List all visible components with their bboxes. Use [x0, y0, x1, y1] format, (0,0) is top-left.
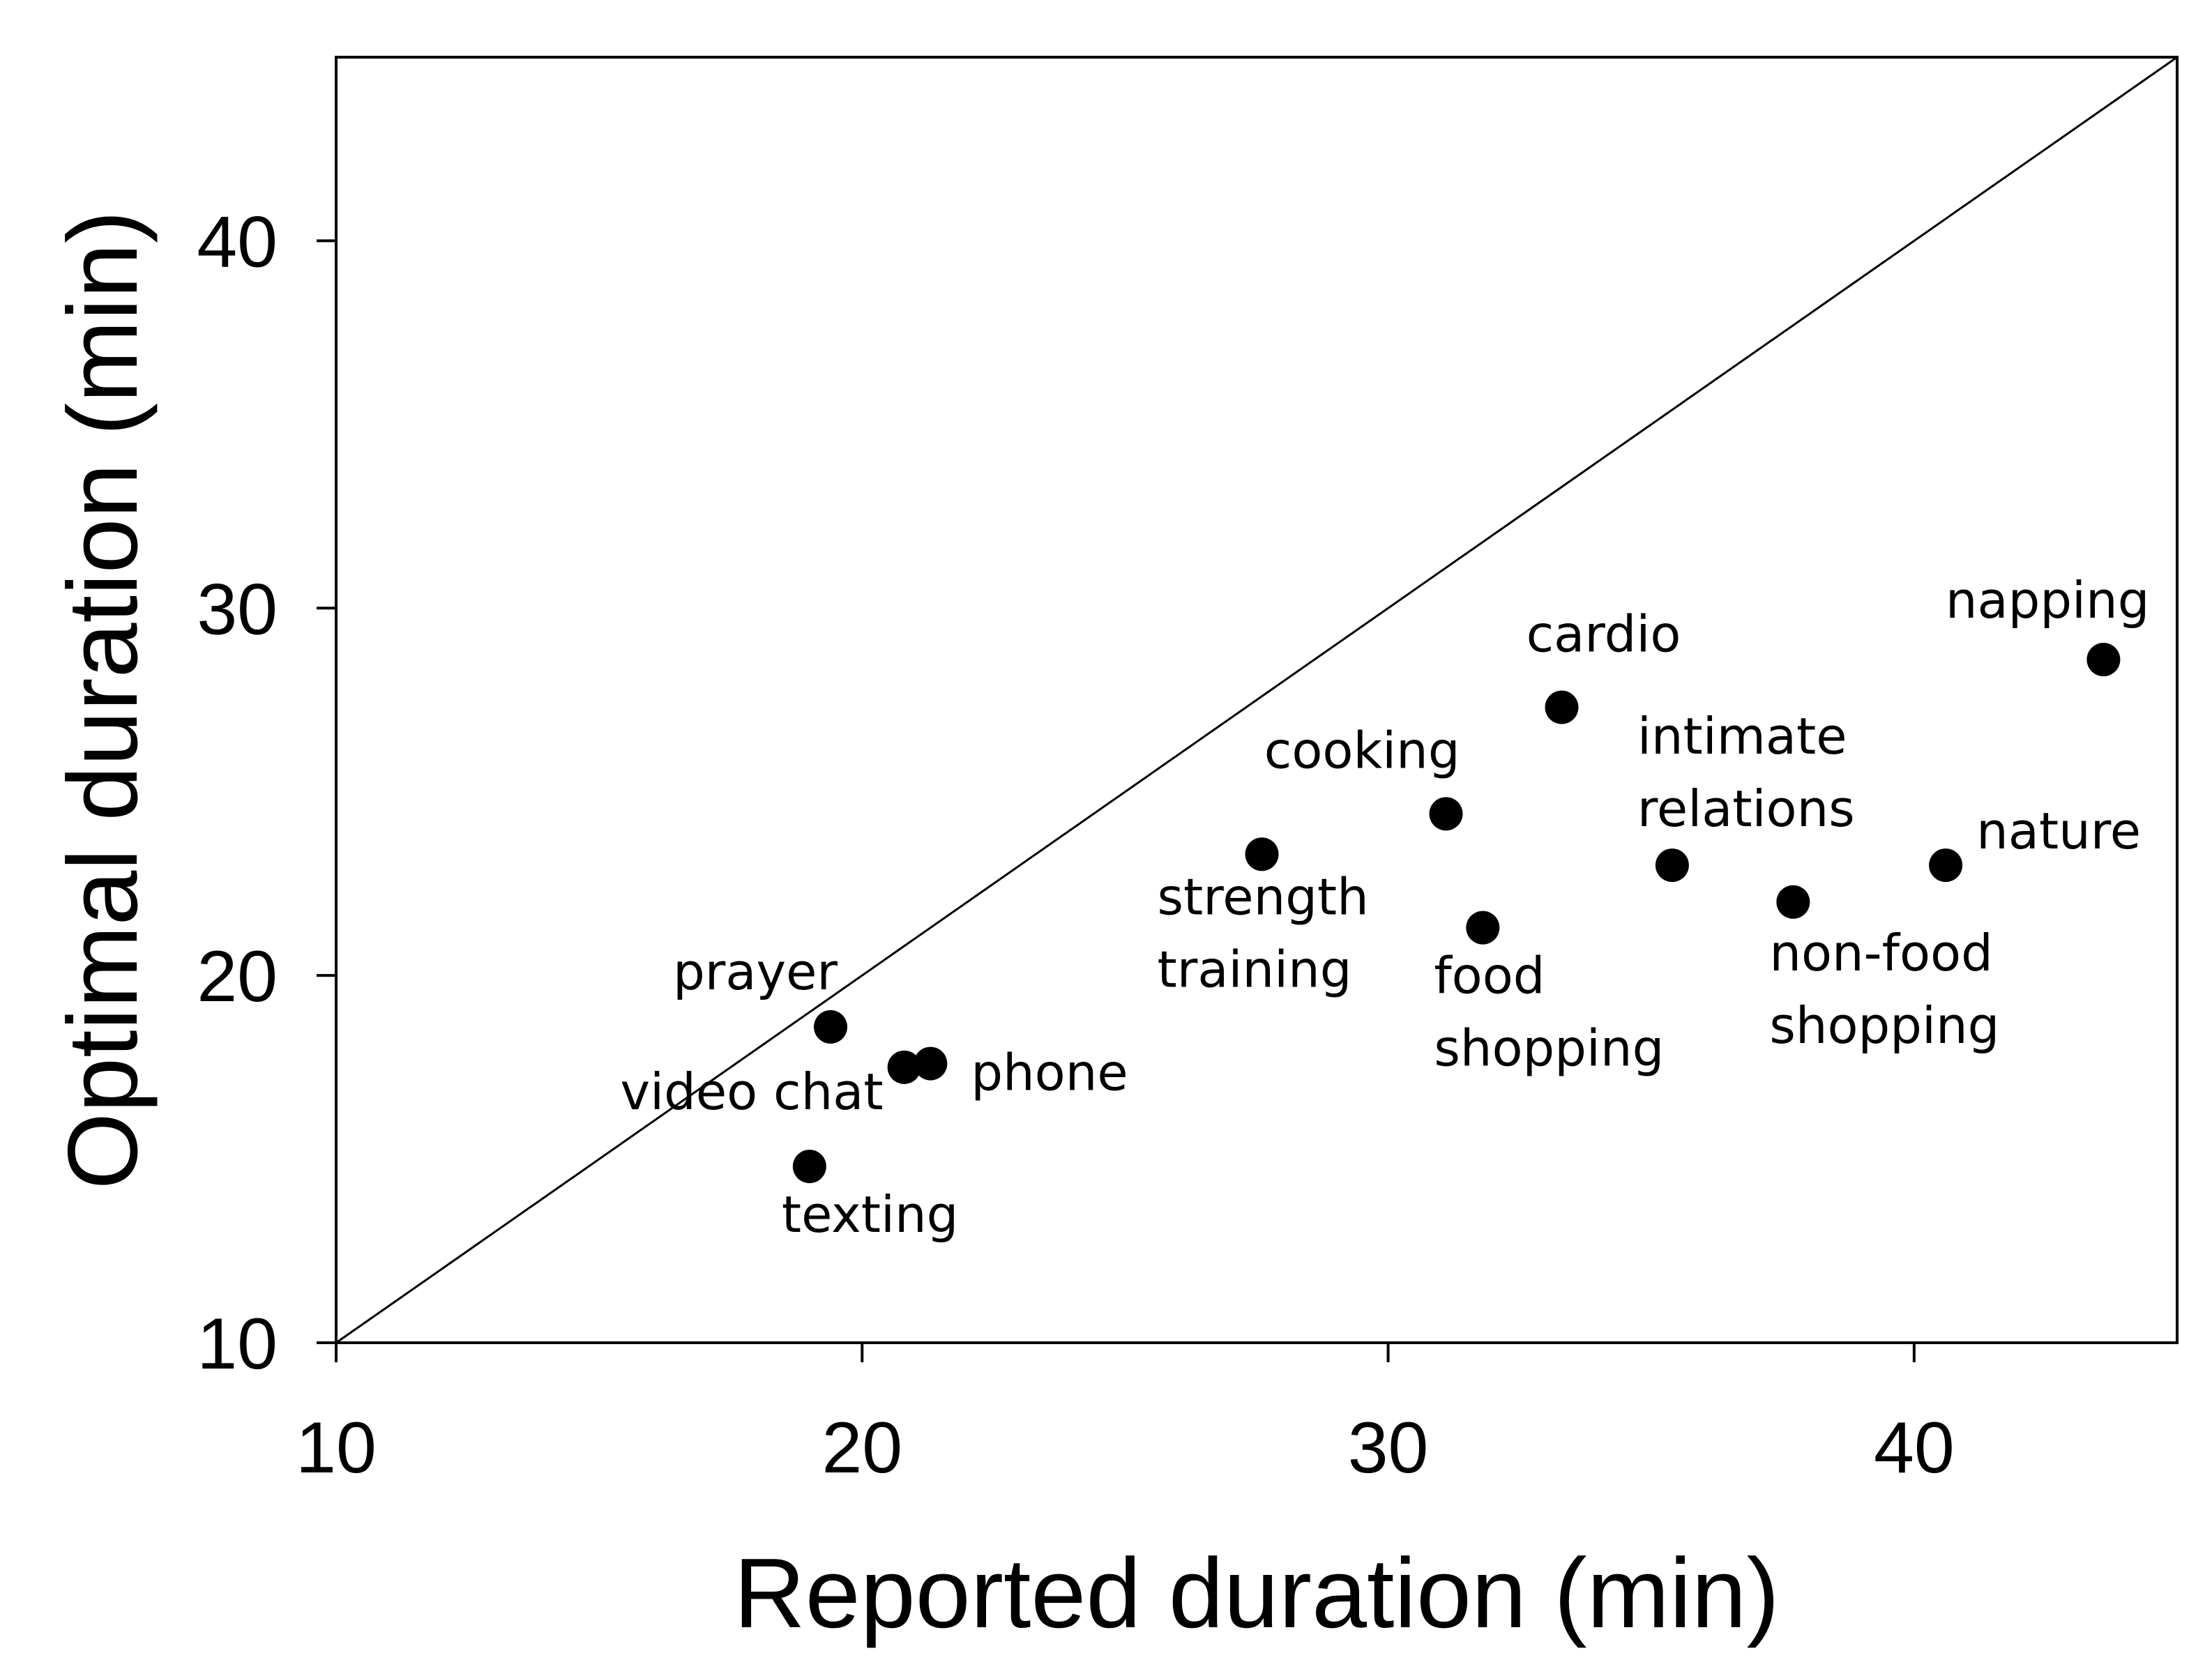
- point-food-shopping: [1466, 911, 1500, 945]
- point-label: strength: [1158, 867, 1369, 926]
- y-tick-label: 40: [197, 201, 278, 282]
- reference-line-layer: [335, 56, 2178, 1344]
- point-label: relations: [1637, 779, 1855, 838]
- point-non-food-shopping: [1776, 885, 1810, 919]
- point-cardio: [1545, 690, 1579, 724]
- y-axis-title: Optimal duration (min): [47, 211, 158, 1190]
- point-napping: [2086, 643, 2121, 677]
- point-label: cardio: [1527, 605, 1681, 664]
- y-tick-label: 10: [197, 1304, 278, 1385]
- point-label: shopping: [1434, 1019, 1664, 1078]
- point-texting: [792, 1150, 826, 1184]
- point-label: food: [1434, 947, 1545, 1005]
- point-label: training: [1158, 940, 1352, 998]
- plot-frame: [335, 56, 2179, 1344]
- y-tick-label: 30: [197, 569, 278, 650]
- x-tick-label: 20: [821, 1408, 902, 1488]
- x-axis-title: Reported duration (min): [734, 1538, 1780, 1649]
- x-tick-label: 10: [296, 1408, 377, 1488]
- point-label: video chat: [621, 1062, 884, 1121]
- point-label: prayer: [673, 943, 838, 1001]
- x-tick-label: 40: [1874, 1408, 1955, 1488]
- point-prayer: [814, 1010, 848, 1044]
- point-nature: [1929, 848, 1963, 883]
- point-label: intimate: [1637, 707, 1847, 765]
- y-axis: 10 20 30 40: [197, 201, 336, 1385]
- point-label: cooking: [1264, 721, 1460, 779]
- point-cooking: [1429, 797, 1463, 831]
- point-phone: [914, 1046, 948, 1081]
- x-tick-label: 30: [1348, 1408, 1429, 1488]
- point-label: texting: [782, 1185, 958, 1244]
- y-tick-label: 20: [197, 936, 278, 1017]
- point-label: phone: [971, 1044, 1128, 1102]
- point-label: napping: [1946, 571, 2150, 630]
- identity-line: [335, 56, 2178, 1344]
- point-label: non-food: [1769, 924, 1992, 982]
- point-label: nature: [1976, 802, 2141, 860]
- x-axis: 10 20 30 40: [296, 1343, 1955, 1488]
- point-strength-training: [1245, 837, 1279, 871]
- point-video-chat: [887, 1050, 921, 1084]
- data-points: [792, 643, 2121, 1184]
- point-intimate-relations: [1655, 848, 1689, 883]
- point-label: shopping: [1769, 996, 1999, 1055]
- point-labels: prayer video chat phone texting strength trai…: [621, 571, 2150, 1244]
